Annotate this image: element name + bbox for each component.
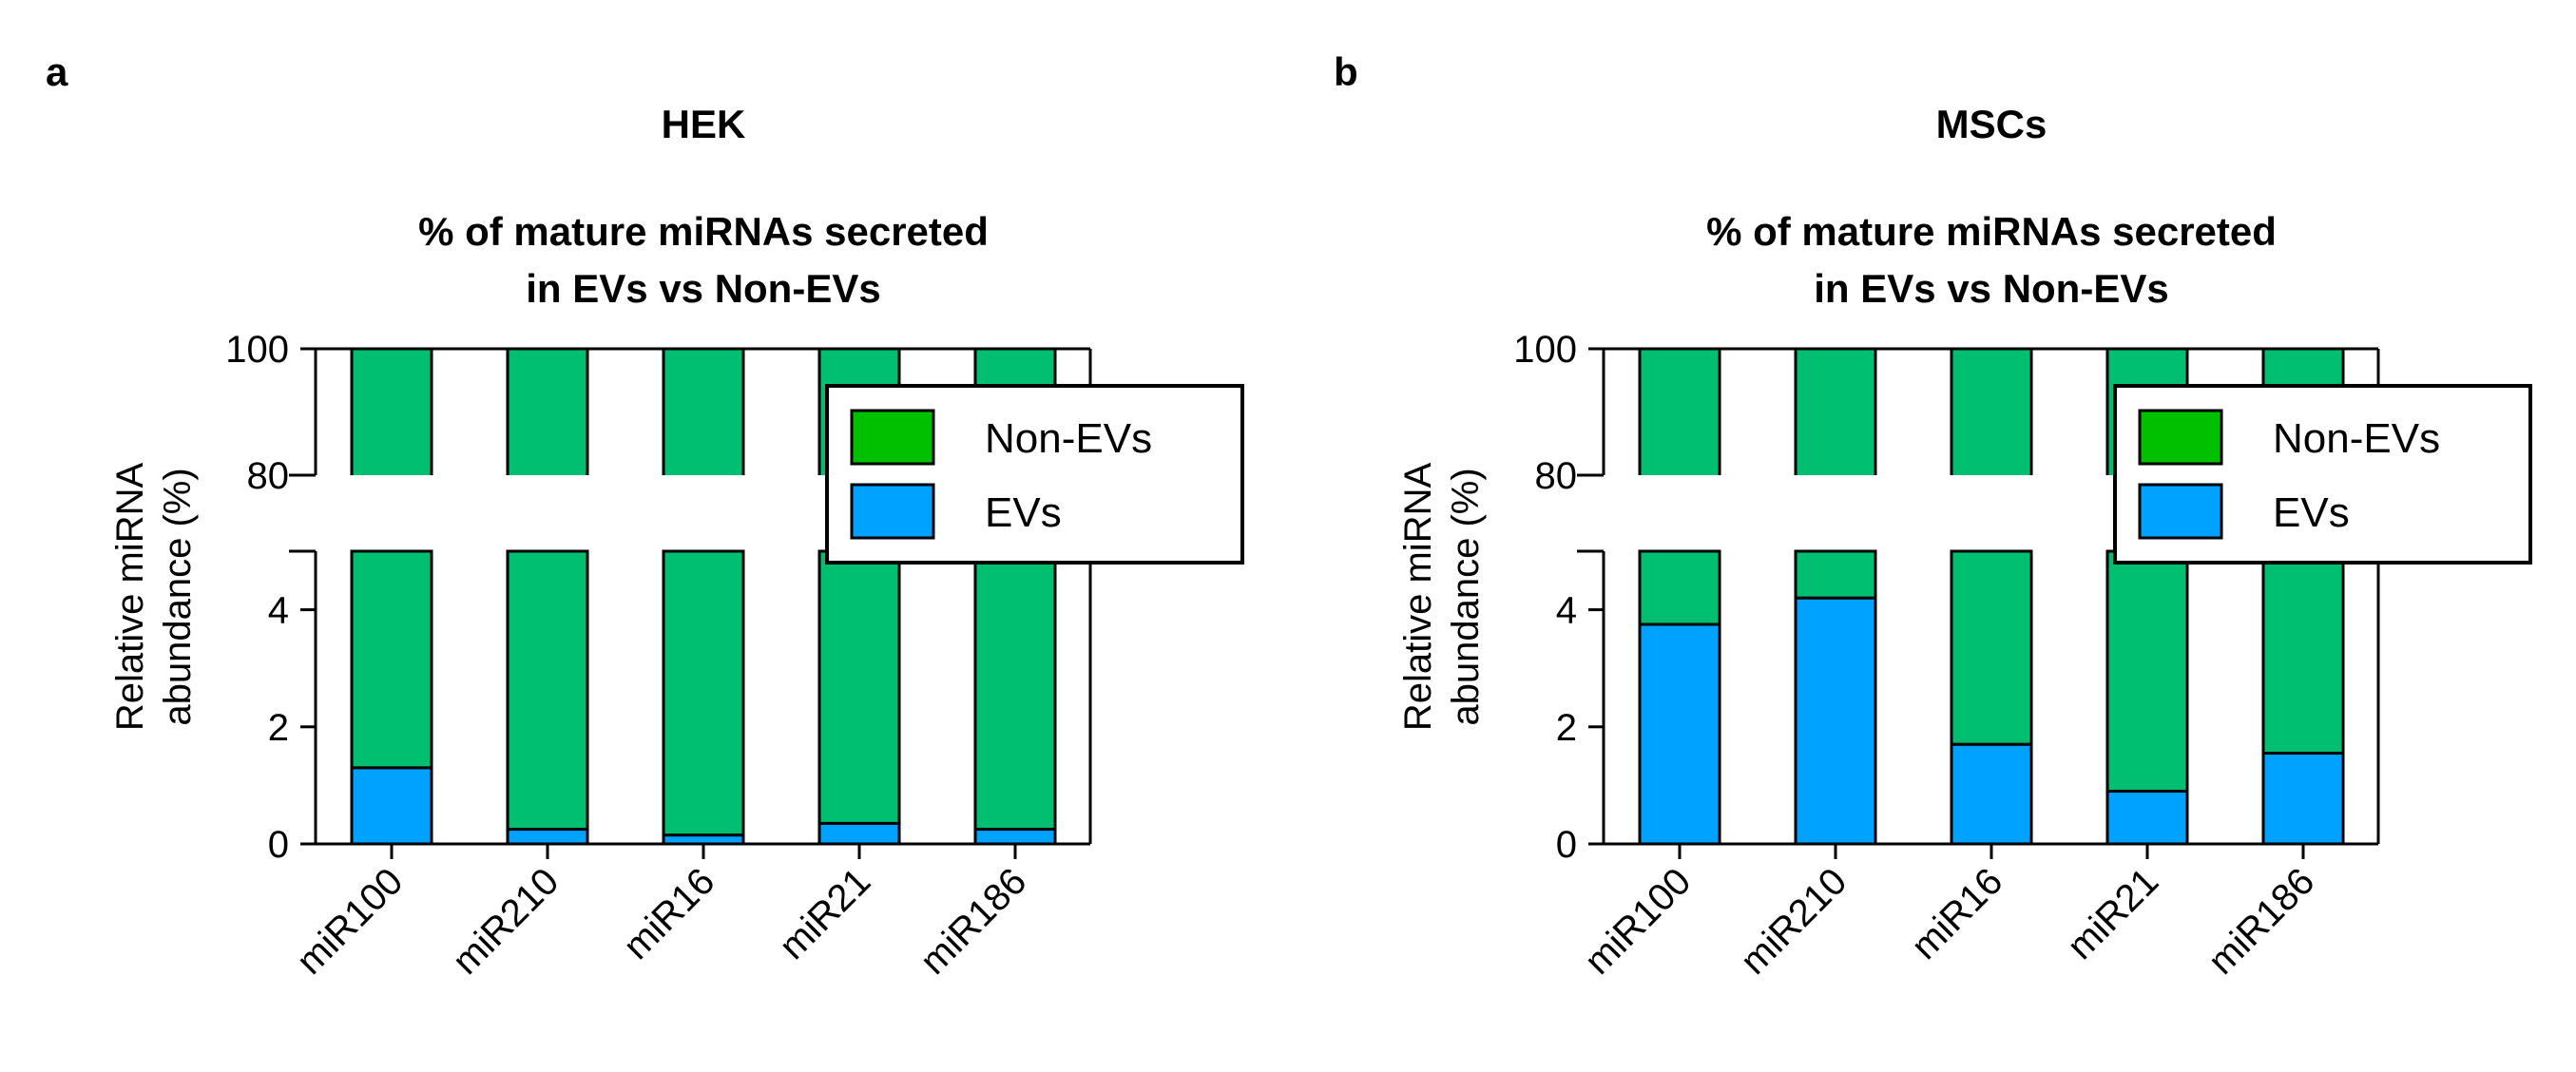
y-tick-label-80: 80 [247,455,290,497]
y-tick-label-4: 4 [268,590,289,632]
bar-nonevs-upper-miR16 [1951,349,2031,475]
y-axis-title: Relative miRNA abundance (%) [109,463,199,732]
bar-nonevs-upper-miR16 [663,349,743,475]
y-tick-label-80: 80 [1535,455,1578,497]
legend-label-non-evs: Non-EVs [2273,415,2440,462]
bar-nonevs-lower-miR16 [662,549,745,837]
x-tick-label-miR21: miR21 [772,860,879,967]
legend: Non-EVs EVs [825,384,1244,565]
y-tick-label-4: 4 [1556,590,1577,632]
chart-title-line-1: % of mature miRNAs secreted [418,209,989,254]
bar-nonevs-upper-miR210 [508,349,587,475]
bar-nonevs-lower-miR21 [2105,549,2189,794]
chart-hek: a HEK % of mature miRNAs secreted in EVs vs… [46,49,1244,983]
x-tick-label-miR186: miR186 [913,860,1035,983]
x-tick-label-miR186: miR186 [2201,860,2323,983]
bar-nonevs-lower-miR16 [1950,549,2033,746]
bar-nonevs-lower-miR210 [1794,549,1877,600]
y-axis-title-line-2: abundance (%) [157,468,199,725]
bar-nonevs-lower-miR186 [2261,549,2345,756]
x-tick-label-miR16: miR16 [1904,860,2011,967]
y-axis-title: Relative miRNA abundance (%) [1397,463,1487,732]
legend-swatch-evs [2138,483,2223,540]
legend: Non-EVs EVs [2113,384,2532,565]
y-tick-label-0: 0 [268,824,289,866]
legend-swatch-evs [850,483,935,540]
bar-nonevs-lower-miR210 [506,549,589,832]
bar-evs-miR16 [1950,742,2033,846]
chart-title-line-1: % of mature miRNAs secreted [1706,209,2277,254]
bar-evs-miR186 [973,828,1057,846]
chart-title-line-2: in EVs vs Non-EVs [526,266,880,311]
x-tick-label-miR100: miR100 [1577,860,1700,983]
bar-nonevs-lower-miR186 [973,549,1057,832]
panel-letter: b [1334,49,1358,94]
bar-evs-miR186 [2261,752,2345,846]
legend-swatch-non-evs [850,409,935,466]
legend-label-evs: EVs [2273,489,2350,536]
bar-nonevs-upper-miR210 [1796,349,1875,475]
bar-nonevs-lower-miR21 [817,549,901,825]
x-tick-label-miR21: miR21 [2060,860,2167,967]
x-tick-label-miR210: miR210 [445,860,567,983]
legend-swatch-non-evs [2138,409,2223,466]
bar-evs-miR100 [350,766,433,846]
bar-nonevs-upper-miR100 [1640,349,1720,475]
bar-nonevs-lower-miR100 [350,549,433,770]
cell-type-title: MSCs [1936,102,2047,146]
y-axis-title-line-1: Relative miRNA [1397,463,1439,732]
x-tick-label-miR210: miR210 [1733,860,1855,983]
chart-mscs: b MSCs % of mature miRNAs secreted in EVs v… [1334,49,2532,983]
bar-evs-miR210 [506,828,589,846]
x-tick-label-miR100: miR100 [289,860,412,983]
y-tick-label-0: 0 [1556,824,1577,866]
y-tick-label-100: 100 [1513,329,1577,371]
panel-letter: a [46,49,68,94]
bar-evs-miR21 [2105,790,2189,846]
y-tick-label-100: 100 [225,329,289,371]
legend-label-evs: EVs [985,489,1062,536]
chart-title-line-2: in EVs vs Non-EVs [1814,266,2168,311]
cell-type-title: HEK [662,102,746,146]
legend-label-non-evs: Non-EVs [985,415,1152,462]
y-tick-label-2: 2 [1556,707,1577,749]
panel-b: b MSCs % of mature miRNAs secreted in EVs v… [1288,0,2576,1072]
bar-evs-miR21 [817,821,901,846]
x-tick-label-miR16: miR16 [616,860,723,967]
bar-evs-miR100 [1638,622,1721,846]
y-axis-title-line-1: Relative miRNA [109,463,151,732]
bar-evs-miR210 [1794,596,1877,846]
y-tick-label-2: 2 [268,707,289,749]
bar-nonevs-upper-miR100 [352,349,432,475]
y-axis-title-line-2: abundance (%) [1445,468,1487,725]
panel-a: a HEK % of mature miRNAs secreted in EVs vs… [46,49,1244,983]
bar-nonevs-lower-miR100 [1638,549,1721,626]
